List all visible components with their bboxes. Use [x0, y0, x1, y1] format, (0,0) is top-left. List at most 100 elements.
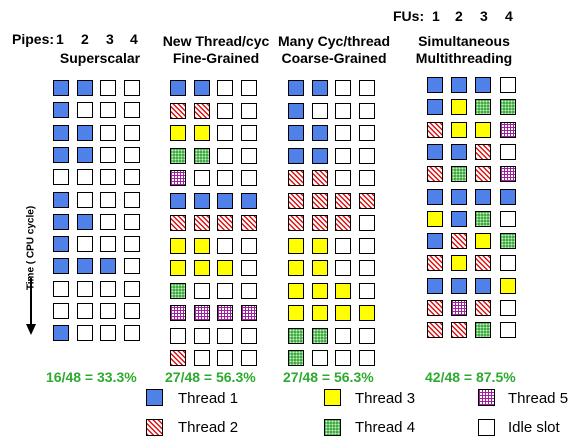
- panel-title-fine-grained: New Thread/cyc Fine-Grained: [150, 33, 282, 67]
- superscalar-thread-1-slot: [53, 80, 69, 96]
- smt-thread-1-slot: [427, 144, 443, 160]
- fu-number-4: 4: [505, 8, 513, 24]
- smt-thread-3-slot: [451, 255, 467, 271]
- smt-thread-2-slot: [475, 166, 491, 182]
- fine-grained-thread-3-slot: [217, 260, 233, 276]
- fine-grained-thread-1-slot: [241, 193, 257, 209]
- fine-grained-thread-2-slot: [194, 215, 210, 231]
- coarse-grained-thread-2-slot: [335, 193, 351, 209]
- legend-swatch-thread-1: [146, 389, 163, 406]
- coarse-grained-idle-slot: [359, 125, 375, 141]
- coarse-grained-thread-3-slot: [288, 238, 304, 254]
- superscalar-idle-slot: [100, 147, 116, 163]
- coarse-grained-thread-3-slot: [288, 305, 304, 321]
- coarse-grained-idle-slot: [335, 350, 351, 366]
- legend-swatch-thread-3: [324, 389, 341, 406]
- smt-idle-slot: [500, 322, 516, 338]
- coarse-grained-idle-slot: [359, 148, 375, 164]
- superscalar-idle-slot: [77, 325, 93, 341]
- fine-grained-thread-3-slot: [170, 238, 186, 254]
- superscalar-idle-slot: [100, 102, 116, 118]
- smt-thread-2-slot: [427, 255, 443, 271]
- superscalar-idle-slot: [100, 214, 116, 230]
- fine-grained-idle-slot: [217, 170, 233, 186]
- superscalar-idle-slot: [124, 325, 140, 341]
- superscalar-idle-slot: [100, 125, 116, 141]
- superscalar-idle-slot: [77, 303, 93, 319]
- superscalar-idle-slot: [100, 192, 116, 208]
- fine-grained-idle-slot: [217, 350, 233, 366]
- fine-grained-thread-3-slot: [170, 260, 186, 276]
- fine-grained-thread-2-slot: [170, 215, 186, 231]
- coarse-grained-idle-slot: [335, 328, 351, 344]
- smt-thread-5-slot: [500, 166, 516, 182]
- fine-grained-idle-slot: [194, 170, 210, 186]
- superscalar-thread-1-slot: [77, 147, 93, 163]
- panel-title-line: Simultaneous: [418, 33, 510, 49]
- smt-thread-1-slot: [451, 189, 467, 205]
- fine-grained-idle-slot: [194, 283, 210, 299]
- fine-grained-idle-slot: [194, 328, 210, 344]
- smt-thread-4-slot: [500, 99, 516, 115]
- legend-swatch-thread-5: [478, 389, 495, 406]
- coarse-grained-thread-4-slot: [288, 350, 304, 366]
- pipe-number-4: 4: [130, 31, 138, 47]
- coarse-grained-thread-2-slot: [312, 170, 328, 186]
- smt-thread-2-slot: [427, 122, 443, 138]
- superscalar-idle-slot: [124, 192, 140, 208]
- coarse-grained-thread-1-slot: [312, 125, 328, 141]
- fine-grained-idle-slot: [241, 170, 257, 186]
- coarse-grained-idle-slot: [359, 170, 375, 186]
- superscalar-idle-slot: [124, 147, 140, 163]
- smt-thread-4-slot: [500, 233, 516, 249]
- coarse-grained-thread-1-slot: [288, 80, 304, 96]
- pipes-label: Pipes:: [12, 31, 55, 47]
- fine-grained-thread-1-slot: [194, 193, 210, 209]
- fine-grained-idle-slot: [241, 238, 257, 254]
- fine-grained-idle-slot: [217, 283, 233, 299]
- coarse-grained-thread-2-slot: [288, 215, 304, 231]
- fine-grained-thread-3-slot: [194, 260, 210, 276]
- coarse-grained-thread-3-slot: [312, 260, 328, 276]
- smt-thread-2-slot: [427, 322, 443, 338]
- coarse-grained-idle-slot: [335, 148, 351, 164]
- fine-grained-idle-slot: [241, 125, 257, 141]
- coarse-grained-idle-slot: [359, 238, 375, 254]
- coarse-grained-idle-slot: [335, 80, 351, 96]
- superscalar-idle-slot: [100, 325, 116, 341]
- fine-grained-thread-1-slot: [170, 80, 186, 96]
- superscalar-idle-slot: [124, 169, 140, 185]
- coarse-grained-idle-slot: [335, 103, 351, 119]
- coarse-grained-idle-slot: [359, 103, 375, 119]
- superscalar-idle-slot: [100, 303, 116, 319]
- fine-grained-thread-2-slot: [241, 215, 257, 231]
- fine-grained-thread-4-slot: [170, 148, 186, 164]
- superscalar-idle-slot: [77, 102, 93, 118]
- coarse-grained-idle-slot: [335, 260, 351, 276]
- fine-grained-idle-slot: [241, 283, 257, 299]
- smt-thread-1-slot: [475, 278, 491, 294]
- smt-thread-4-slot: [475, 99, 491, 115]
- coarse-grained-idle-slot: [312, 350, 328, 366]
- coarse-grained-idle-slot: [335, 238, 351, 254]
- superscalar-idle-slot: [124, 214, 140, 230]
- panel-title-line: Superscalar: [59, 50, 141, 66]
- smt-thread-3-slot: [500, 278, 516, 294]
- smt-idle-slot: [500, 77, 516, 93]
- coarse-grained-thread-1-slot: [288, 148, 304, 164]
- smt-thread-4-slot: [475, 211, 491, 227]
- coarse-grained-thread-1-slot: [312, 80, 328, 96]
- superscalar-thread-1-slot: [53, 192, 69, 208]
- fine-grained-idle-slot: [217, 125, 233, 141]
- fine-grained-idle-slot: [217, 80, 233, 96]
- superscalar-thread-1-slot: [77, 258, 93, 274]
- superscalar-idle-slot: [100, 169, 116, 185]
- superscalar-idle-slot: [124, 281, 140, 297]
- legend-label-idle-slot: Idle slot: [508, 419, 560, 436]
- smt-thread-1-slot: [427, 99, 443, 115]
- fine-grained-idle-slot: [241, 350, 257, 366]
- smt-thread-3-slot: [451, 99, 467, 115]
- superscalar-idle-slot: [100, 80, 116, 96]
- superscalar-idle-slot: [77, 192, 93, 208]
- coarse-grained-thread-2-slot: [312, 193, 328, 209]
